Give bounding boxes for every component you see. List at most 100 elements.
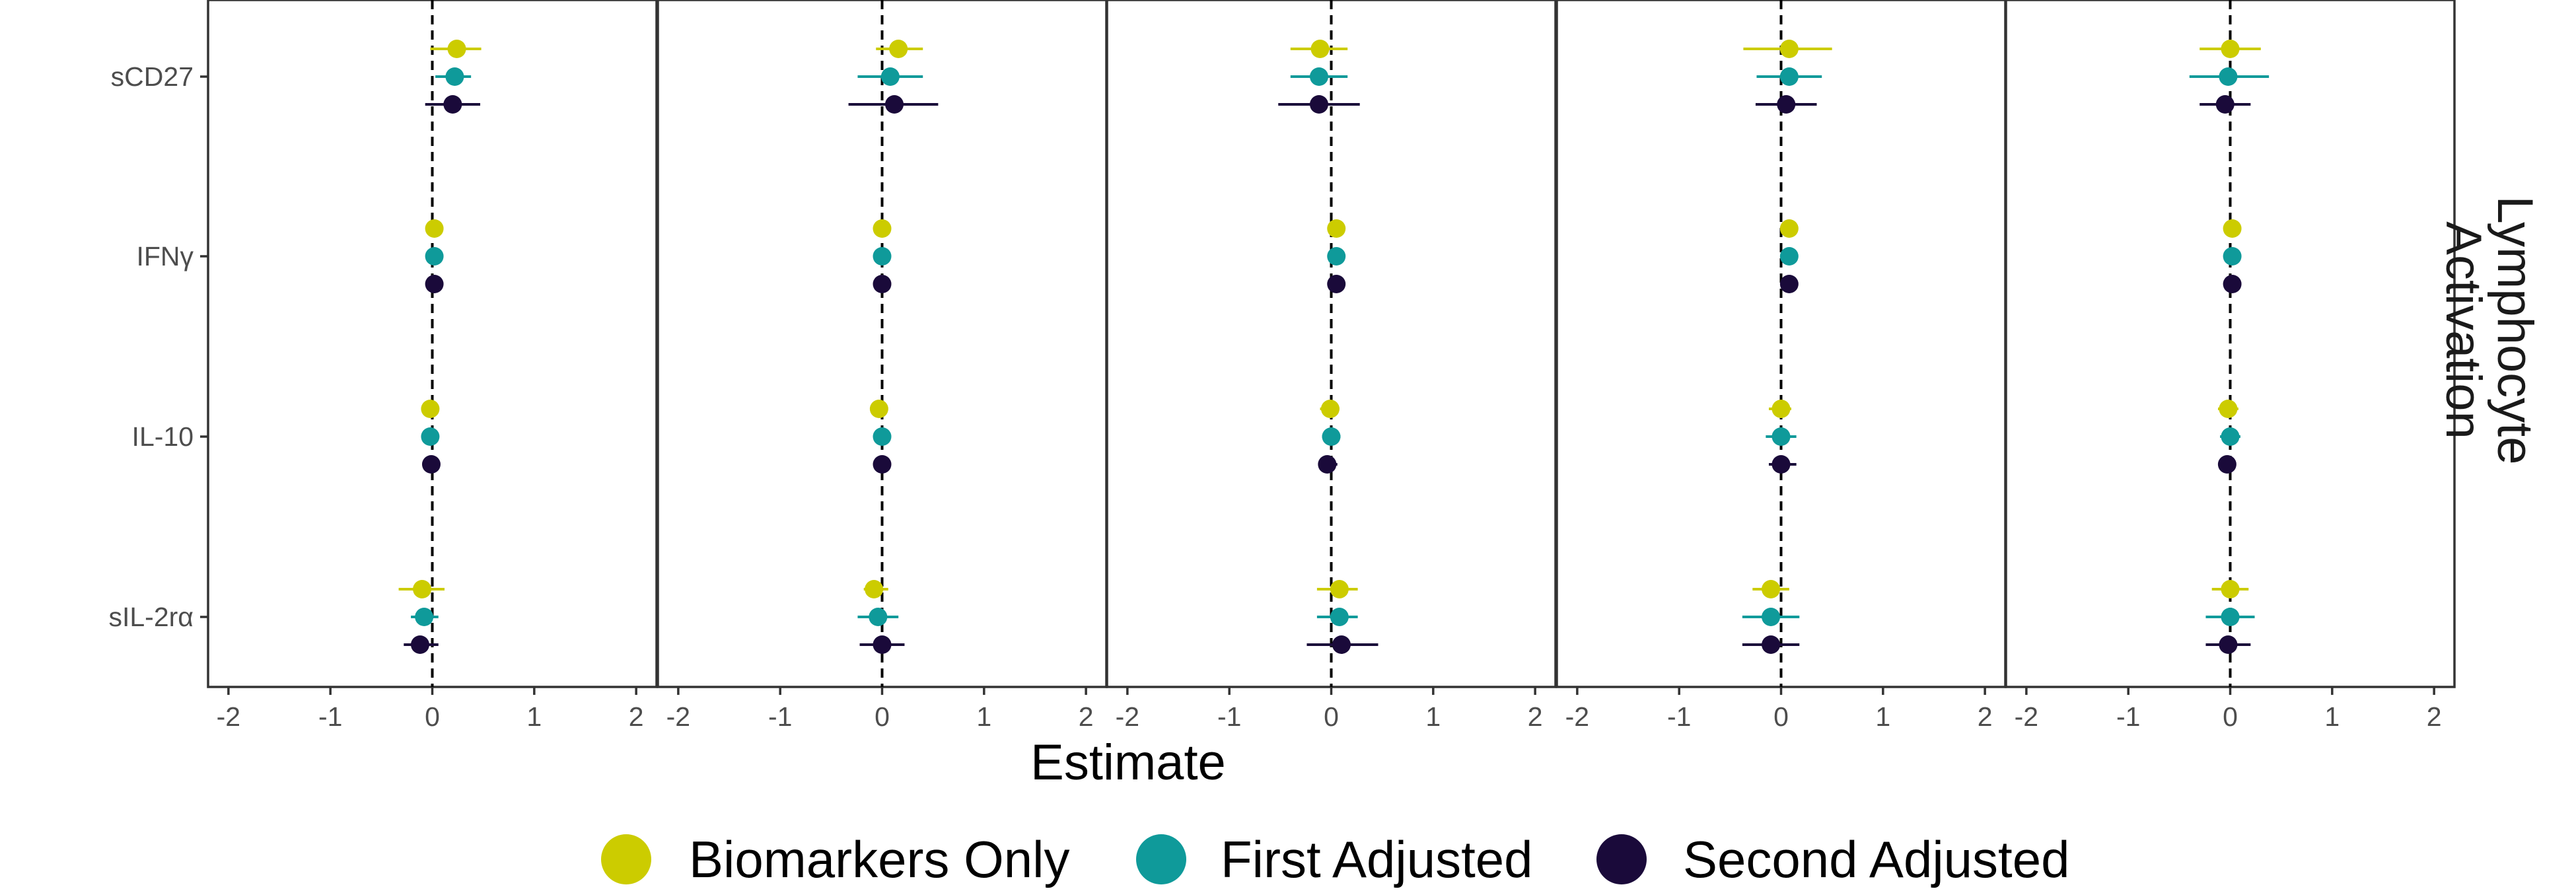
panel-5 bbox=[2005, 0, 2456, 688]
estimate-point bbox=[1779, 219, 1799, 238]
y-category-label: sCD27 bbox=[111, 61, 194, 92]
estimate-point bbox=[2221, 580, 2240, 598]
estimate-point bbox=[873, 219, 892, 238]
estimate-point bbox=[415, 608, 434, 626]
legend-label: First Adjusted bbox=[1221, 830, 1533, 888]
y-category-label: IFNγ bbox=[136, 241, 194, 271]
estimate-point bbox=[1327, 275, 1346, 293]
estimate-point bbox=[425, 247, 444, 266]
panel-2 bbox=[657, 0, 1108, 688]
x-tick-label: -1 bbox=[768, 701, 792, 732]
x-axis-ticks: -2 -1 0 1 2 -2 -1 0 1 2 -2 -1 0 1 2 -2 -1 0 1 2 -2 -1 0 1 2 bbox=[217, 687, 2442, 732]
estimate-point bbox=[1777, 95, 1796, 114]
estimate-point bbox=[873, 455, 892, 474]
estimate-point bbox=[1779, 275, 1799, 293]
estimate-point bbox=[889, 40, 908, 58]
estimate-point bbox=[1779, 247, 1799, 266]
estimate-point bbox=[1330, 580, 1349, 598]
estimate-point bbox=[873, 427, 892, 446]
estimate-point bbox=[1318, 455, 1337, 474]
estimate-point bbox=[1771, 455, 1791, 474]
estimate-point bbox=[425, 275, 444, 293]
estimate-point bbox=[421, 400, 440, 418]
estimate-point bbox=[1762, 608, 1781, 626]
estimate-point bbox=[1762, 580, 1781, 598]
legend-item: First Adjusted bbox=[1136, 830, 1533, 888]
legend-label: Biomarkers Only bbox=[689, 830, 1069, 888]
estimate-point bbox=[1309, 67, 1328, 86]
x-tick-label: 1 bbox=[526, 701, 542, 732]
panels-group bbox=[207, 0, 2456, 688]
row-strip: LymphocyteActivation bbox=[2435, 196, 2543, 465]
estimate-point bbox=[1322, 427, 1341, 446]
legend-item: Second Adjusted bbox=[1596, 830, 2069, 888]
estimate-point bbox=[421, 455, 441, 474]
estimate-point bbox=[2221, 427, 2240, 446]
panel-1 bbox=[207, 0, 658, 688]
estimate-point bbox=[873, 635, 892, 654]
x-tick-label: -1 bbox=[2116, 701, 2140, 732]
y-axis-labels: sCD27 IFNγ IL-10 sIL-2rα bbox=[108, 61, 208, 632]
x-tick-label: 2 bbox=[1978, 701, 1993, 732]
estimate-point bbox=[2223, 219, 2242, 238]
x-tick-label: -2 bbox=[2015, 701, 2038, 732]
estimate-point bbox=[447, 40, 466, 58]
legend-item: Biomarkers Only bbox=[601, 830, 1069, 888]
x-tick-label: 2 bbox=[629, 701, 644, 732]
estimate-point bbox=[1320, 400, 1340, 418]
estimate-point bbox=[1332, 635, 1351, 654]
estimate-point bbox=[421, 427, 440, 446]
x-tick-label: -2 bbox=[1116, 701, 1139, 732]
estimate-point bbox=[410, 635, 429, 654]
estimate-point bbox=[869, 608, 888, 626]
estimate-point bbox=[2221, 40, 2240, 58]
x-axis-title: Estimate bbox=[1030, 734, 1226, 791]
estimate-point bbox=[1779, 67, 1799, 86]
x-tick-label: -1 bbox=[1667, 701, 1691, 732]
estimate-point bbox=[2223, 247, 2242, 266]
y-category-label: IL-10 bbox=[132, 421, 194, 452]
estimate-point bbox=[1327, 247, 1346, 266]
panel-3 bbox=[1106, 0, 1557, 688]
estimate-point bbox=[1779, 40, 1799, 58]
x-tick-label: -1 bbox=[1217, 701, 1241, 732]
legend-key-dot bbox=[1596, 834, 1647, 884]
estimate-point bbox=[2223, 275, 2242, 293]
estimate-point bbox=[413, 580, 432, 598]
estimate-point bbox=[445, 67, 464, 86]
estimate-point bbox=[2219, 635, 2238, 654]
x-tick-label: 0 bbox=[1324, 701, 1339, 732]
estimate-point bbox=[1330, 608, 1349, 626]
estimate-point bbox=[2219, 400, 2238, 418]
x-tick-label: 2 bbox=[2427, 701, 2442, 732]
x-tick-label: 0 bbox=[1773, 701, 1789, 732]
x-tick-label: 2 bbox=[1528, 701, 1543, 732]
x-tick-label: -2 bbox=[1565, 701, 1589, 732]
estimate-point bbox=[873, 247, 892, 266]
x-tick-label: 0 bbox=[2223, 701, 2238, 732]
row-strip-label: LymphocyteActivation bbox=[2435, 196, 2543, 465]
x-tick-label: 1 bbox=[1875, 701, 1890, 732]
x-tick-label: 1 bbox=[1425, 701, 1441, 732]
x-tick-label: -2 bbox=[666, 701, 690, 732]
x-tick-label: 2 bbox=[1079, 701, 1094, 732]
estimate-point bbox=[2215, 95, 2235, 114]
y-category-label: sIL-2rα bbox=[108, 602, 194, 632]
x-tick-label: -2 bbox=[217, 701, 240, 732]
x-tick-label: 0 bbox=[425, 701, 440, 732]
legend-key-dot bbox=[1136, 834, 1186, 884]
x-tick-label: -1 bbox=[318, 701, 342, 732]
legend: Biomarkers Only First Adjusted Second Adju… bbox=[601, 830, 2069, 888]
estimate-point bbox=[885, 95, 904, 114]
estimate-point bbox=[880, 67, 900, 86]
estimate-point bbox=[1771, 427, 1791, 446]
estimate-point bbox=[865, 580, 884, 598]
panel-4 bbox=[1556, 0, 2007, 688]
estimate-point bbox=[1327, 219, 1346, 238]
estimate-point bbox=[1309, 95, 1328, 114]
estimate-point bbox=[443, 95, 462, 114]
estimate-point bbox=[2217, 455, 2236, 474]
estimate-point bbox=[1771, 400, 1791, 418]
